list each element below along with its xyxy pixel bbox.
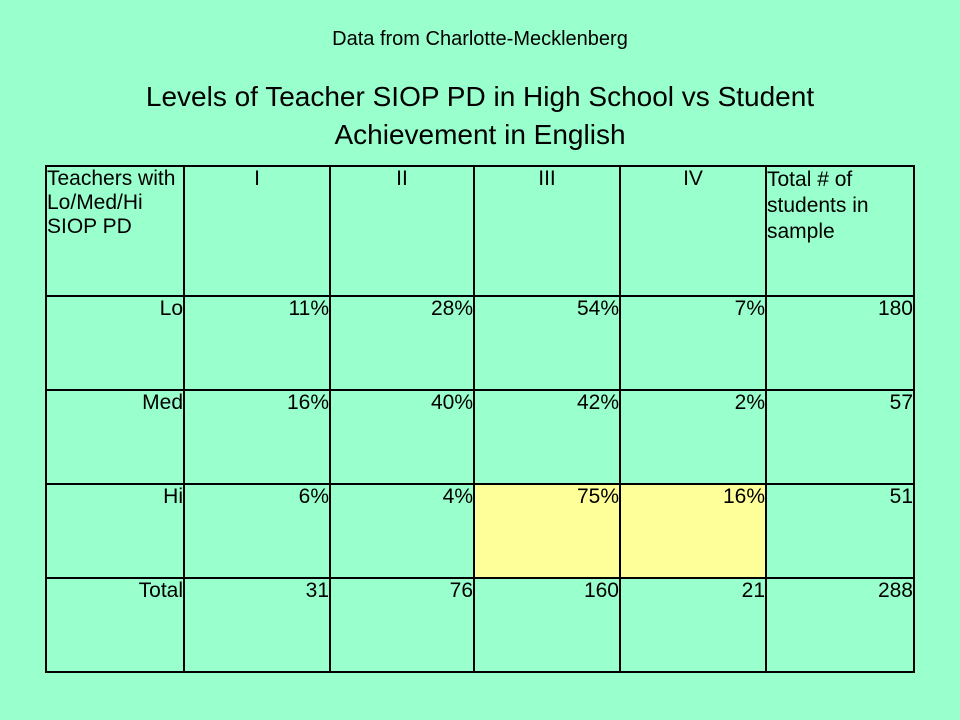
slide-subtitle: Data from Charlotte-Mecklenberg (332, 28, 628, 50)
highlighted-cell: 16% (619, 483, 767, 579)
row-label-cell: Lo (45, 295, 185, 391)
siop-achievement-table: Teachers with Lo/Med/Hi SIOP PD I II III… (45, 165, 915, 673)
table-cell: 16% (183, 389, 331, 485)
table-cell: 4% (329, 483, 475, 579)
row-label-cell: Total (45, 577, 185, 673)
table-cell-total: 180 (765, 295, 915, 391)
row-label-cell: Hi (45, 483, 185, 579)
table-cell: 40% (329, 389, 475, 485)
column-header-level-2: II (329, 165, 475, 297)
corner-header-cell: Teachers with Lo/Med/Hi SIOP PD (45, 165, 185, 297)
table-cell: 42% (473, 389, 621, 485)
table-cell: 6% (183, 483, 331, 579)
highlighted-cell: 75% (473, 483, 621, 579)
table-cell: 21 (619, 577, 767, 673)
table-cell: 31 (183, 577, 331, 673)
table-row-med: Med 16% 40% 42% 2% 57 (45, 389, 915, 485)
row-label-cell: Med (45, 389, 185, 485)
table-cell: 2% (619, 389, 767, 485)
table-header-row: Teachers with Lo/Med/Hi SIOP PD I II III… (45, 165, 915, 297)
table-row-lo: Lo 11% 28% 54% 7% 180 (45, 295, 915, 391)
table-cell-total: 57 (765, 389, 915, 485)
table-cell: 28% (329, 295, 475, 391)
column-header-level-1: I (183, 165, 331, 297)
table-cell: 7% (619, 295, 767, 391)
table-cell: 54% (473, 295, 621, 391)
table-row-total: Total 31 76 160 21 288 (45, 577, 915, 673)
column-header-level-3: III (473, 165, 621, 297)
slide-title: Levels of Teacher SIOP PD in High School… (145, 81, 815, 150)
table-cell-total: 51 (765, 483, 915, 579)
table-row-hi: Hi 6% 4% 75% 16% 51 (45, 483, 915, 579)
column-header-total: Total # of students in sample (765, 165, 915, 297)
table-cell: 160 (473, 577, 621, 673)
table-cell: 76 (329, 577, 475, 673)
table-cell: 11% (183, 295, 331, 391)
table-cell-total: 288 (765, 577, 915, 673)
column-header-level-4: IV (619, 165, 767, 297)
